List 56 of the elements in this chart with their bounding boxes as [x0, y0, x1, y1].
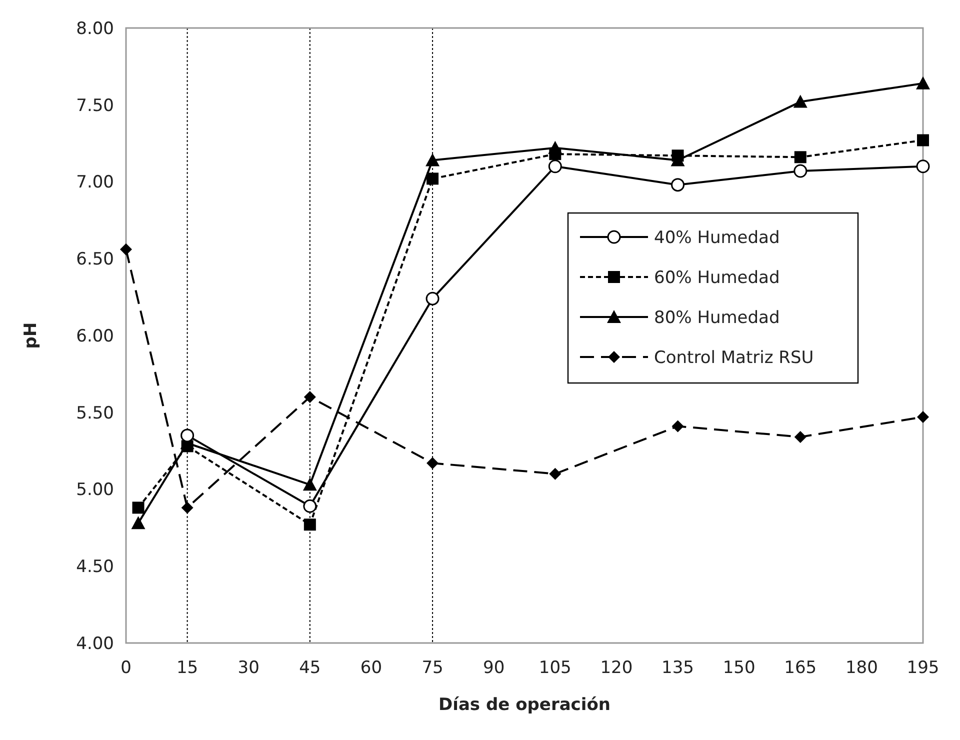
- x-tick-label: 90: [483, 658, 505, 678]
- x-tick-label: 195: [906, 658, 940, 678]
- point: [917, 134, 929, 146]
- point: [426, 292, 440, 306]
- y-tick-label: 6.50: [76, 250, 114, 270]
- point: [793, 94, 808, 108]
- y-tick-label: 7.50: [76, 96, 114, 116]
- point: [180, 428, 194, 442]
- x-tick-label: 0: [120, 658, 132, 678]
- point: [917, 410, 929, 423]
- x-tick-label: 150: [722, 658, 756, 678]
- point: [671, 178, 685, 192]
- x-tick-label: 120: [600, 658, 633, 678]
- x-tick-label: 180: [845, 658, 878, 678]
- x-tick-label: 75: [422, 658, 444, 678]
- x-tick-label: 105: [538, 658, 572, 678]
- point: [426, 153, 440, 166]
- y-axis-title: pH: [21, 322, 41, 349]
- point: [302, 478, 317, 491]
- x-tick-label: 165: [784, 658, 817, 678]
- point: [549, 148, 562, 160]
- y-tick-label: 4.00: [76, 634, 114, 654]
- y-tick-label: 5.50: [76, 403, 114, 424]
- point: [131, 516, 146, 530]
- x-tick-label: 60: [360, 658, 382, 678]
- point: [426, 457, 439, 470]
- point: [549, 468, 562, 480]
- y-tick-label: 8.00: [76, 18, 114, 39]
- y-tick-label: 4.50: [76, 557, 114, 578]
- x-tick-label: 45: [299, 658, 321, 678]
- x-tick-label: 30: [238, 658, 260, 678]
- x-tick-label: 135: [662, 658, 694, 678]
- point: [132, 502, 144, 514]
- point: [794, 164, 808, 178]
- point: [916, 76, 930, 90]
- point: [304, 518, 316, 531]
- y-tick-label: 7.00: [76, 172, 114, 193]
- point: [548, 160, 562, 174]
- y-tick-label: 6.00: [76, 326, 114, 346]
- point: [794, 430, 806, 443]
- point: [426, 172, 439, 185]
- point: [672, 420, 684, 432]
- point: [672, 150, 684, 162]
- point: [916, 160, 930, 174]
- legend-label: 80% Humedad: [654, 308, 780, 328]
- y-tick-label: 5.00: [76, 480, 114, 500]
- x-tick-label: 15: [176, 658, 198, 678]
- x-axis-title: Días de operación: [438, 695, 610, 715]
- legend-label: 40% Humedad: [654, 228, 780, 248]
- legend-label: Control Matriz RSU: [654, 348, 814, 368]
- point: [794, 151, 806, 164]
- point: [120, 243, 132, 256]
- legend-label: 60% Humedad: [654, 268, 780, 288]
- point: [181, 502, 194, 514]
- point: [303, 499, 317, 513]
- point: [304, 391, 316, 403]
